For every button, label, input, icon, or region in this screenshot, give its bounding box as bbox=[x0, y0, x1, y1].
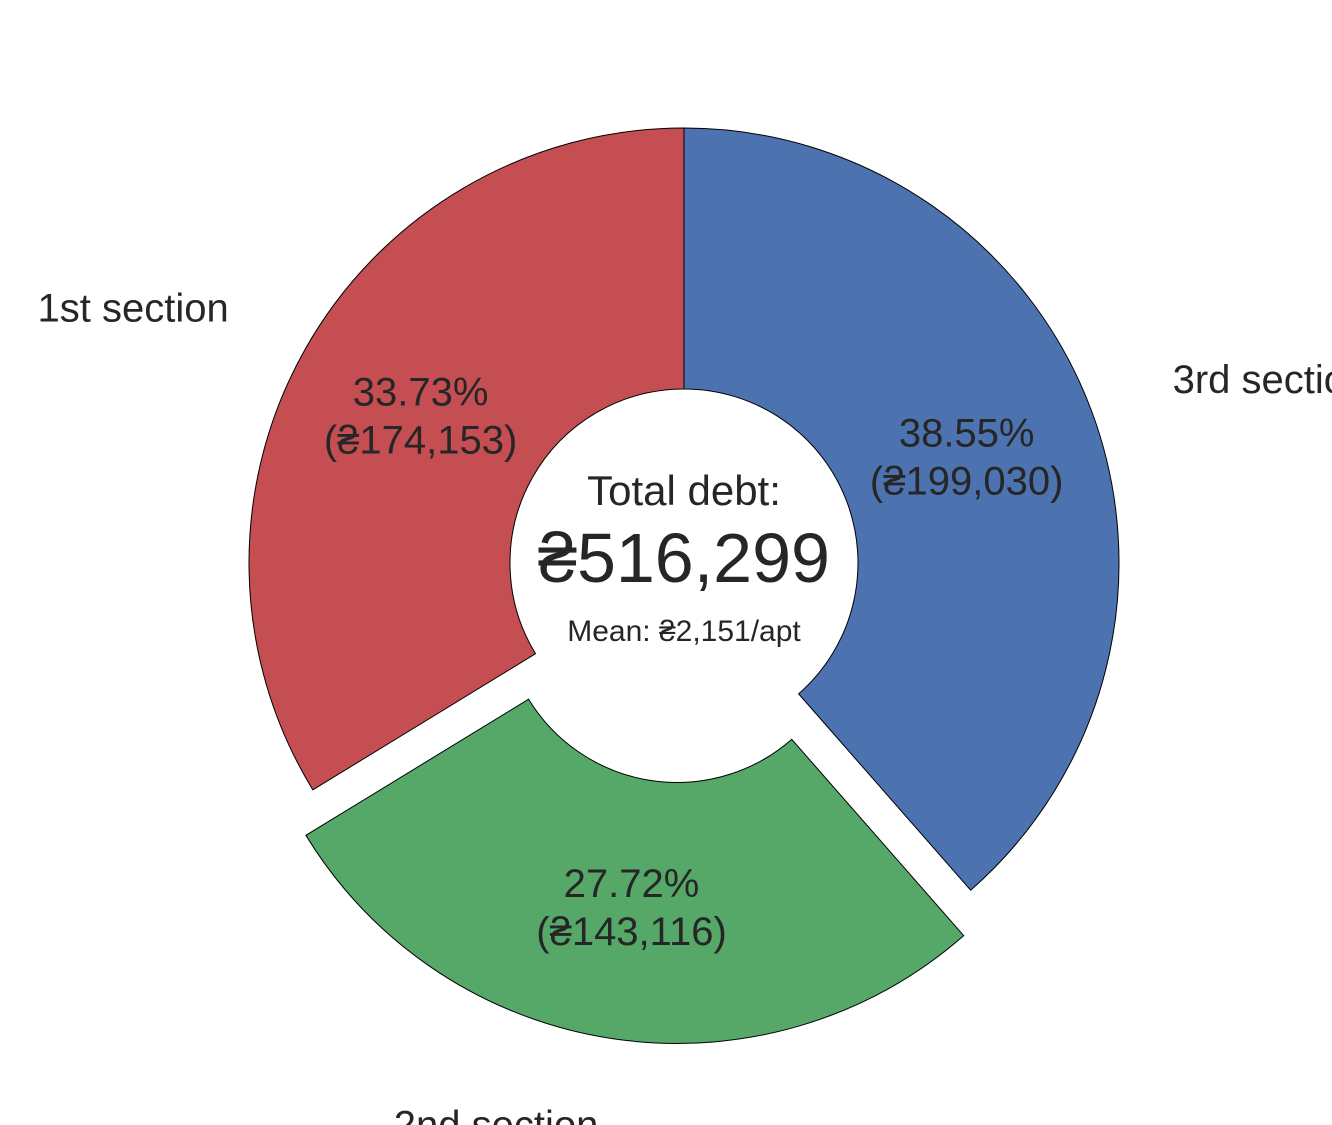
center-total: ₴516,299 bbox=[538, 519, 830, 597]
slice-percent: 38.55% bbox=[899, 412, 1035, 456]
slice-category-label-1st-section: 1st section bbox=[37, 287, 228, 331]
donut-slices bbox=[248, 127, 1120, 1044]
slice-value-labels: 33.73% (₴174,153)27.72% (₴143,116)38.55% (₴… bbox=[324, 370, 1064, 954]
slice-1st-section bbox=[248, 127, 685, 791]
center-mean: Mean: ₴2,151/apt bbox=[567, 615, 801, 648]
slice-category-label-3rd-section: 3rd section bbox=[1173, 358, 1332, 402]
center-title: Total debt: bbox=[587, 467, 781, 514]
slice-value-label-1st-section: 33.73% (₴174,153) bbox=[324, 370, 517, 462]
slice-amount: (₴199,030) bbox=[870, 460, 1063, 504]
slice-percent: 27.72% bbox=[564, 862, 700, 906]
slice-category-label-2nd-section: 2nd section bbox=[394, 1104, 599, 1125]
center-summary: Total debt: ₴516,299 Mean: ₴2,151/apt bbox=[538, 467, 830, 648]
slice-percent: 33.73% bbox=[353, 370, 489, 414]
slice-category-labels: 1st section 2nd section 3rd section bbox=[37, 287, 1332, 1125]
slice-2nd-section bbox=[305, 698, 965, 1044]
slice-value-label-2nd-section: 27.72% (₴143,116) bbox=[536, 862, 727, 954]
slice-amount: (₴174,153) bbox=[324, 418, 517, 462]
slice-value-label-3rd-section: 38.55% (₴199,030) bbox=[870, 412, 1063, 504]
slice-amount: (₴143,116) bbox=[536, 910, 727, 954]
slice-3rd-section bbox=[683, 127, 1120, 891]
